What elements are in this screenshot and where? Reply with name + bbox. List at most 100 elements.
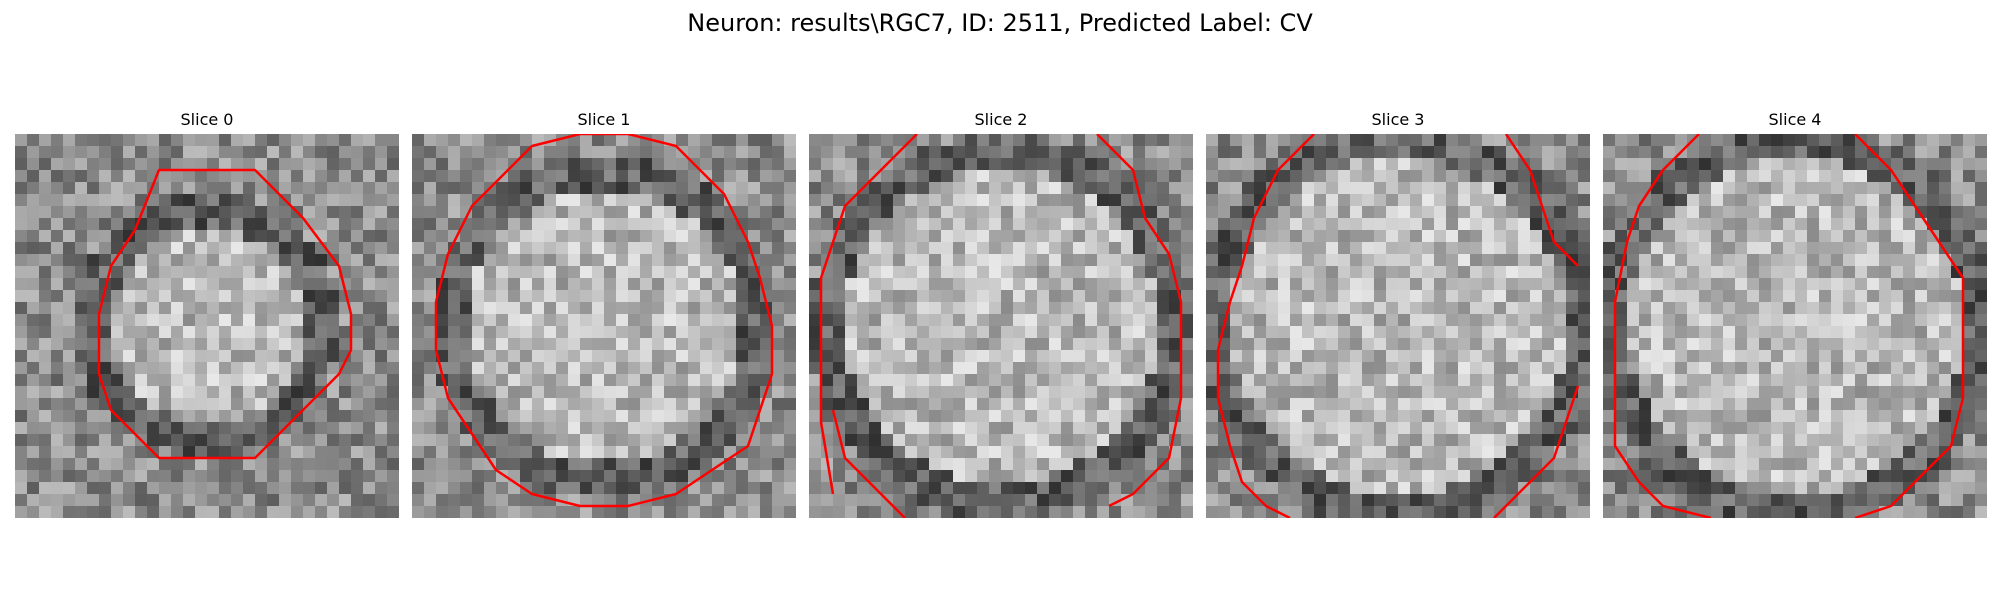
image-pixel bbox=[1386, 422, 1399, 435]
image-pixel bbox=[1530, 482, 1543, 495]
image-pixel bbox=[1254, 134, 1267, 147]
image-pixel bbox=[267, 158, 280, 171]
image-pixel bbox=[905, 278, 918, 291]
image-pixel bbox=[1121, 170, 1134, 183]
image-pixel bbox=[1807, 266, 1820, 279]
image-pixel bbox=[1025, 230, 1038, 243]
image-pixel bbox=[676, 170, 689, 183]
image-pixel bbox=[1915, 134, 1928, 147]
image-pixel bbox=[1278, 170, 1291, 183]
image-pixel bbox=[1302, 158, 1315, 171]
image-pixel bbox=[604, 386, 617, 399]
image-pixel bbox=[989, 170, 1002, 183]
image-pixel bbox=[821, 482, 834, 495]
image-pixel bbox=[989, 278, 1002, 291]
image-pixel bbox=[676, 230, 689, 243]
image-pixel bbox=[243, 374, 256, 387]
image-pixel bbox=[953, 374, 966, 387]
image-pixel bbox=[616, 434, 629, 447]
image-pixel bbox=[1061, 494, 1074, 507]
image-pixel bbox=[1771, 242, 1784, 255]
image-pixel bbox=[1903, 302, 1916, 315]
image-pixel bbox=[363, 182, 376, 195]
image-pixel bbox=[1386, 482, 1399, 495]
image-pixel bbox=[99, 350, 112, 363]
image-pixel bbox=[15, 458, 28, 471]
image-pixel bbox=[363, 242, 376, 255]
image-pixel bbox=[784, 230, 796, 243]
image-pixel bbox=[712, 362, 725, 375]
image-pixel bbox=[688, 206, 701, 219]
image-pixel bbox=[1434, 506, 1447, 518]
image-pixel bbox=[472, 182, 485, 195]
image-pixel bbox=[1711, 302, 1724, 315]
image-pixel bbox=[303, 434, 316, 447]
image-pixel bbox=[592, 482, 605, 495]
image-pixel bbox=[1302, 290, 1315, 303]
image-pixel bbox=[1975, 170, 1987, 183]
image-pixel bbox=[171, 338, 184, 351]
image-pixel bbox=[1542, 290, 1555, 303]
image-pixel bbox=[460, 194, 473, 207]
image-pixel bbox=[520, 230, 533, 243]
image-pixel bbox=[652, 254, 665, 267]
image-pixel bbox=[63, 254, 76, 267]
image-pixel bbox=[1278, 338, 1291, 351]
image-pixel bbox=[1109, 278, 1122, 291]
image-pixel bbox=[1687, 326, 1700, 339]
image-pixel bbox=[1085, 386, 1098, 399]
image-pixel bbox=[448, 290, 461, 303]
image-pixel bbox=[712, 506, 725, 518]
image-pixel bbox=[1663, 314, 1676, 327]
image-pixel bbox=[700, 254, 713, 267]
image-pixel bbox=[279, 230, 292, 243]
image-pixel bbox=[1939, 434, 1952, 447]
image-pixel bbox=[87, 230, 100, 243]
image-pixel bbox=[809, 338, 822, 351]
image-pixel bbox=[460, 242, 473, 255]
image-pixel bbox=[279, 398, 292, 411]
image-pixel bbox=[1350, 230, 1363, 243]
image-pixel bbox=[532, 266, 545, 279]
image-pixel bbox=[1013, 134, 1026, 147]
image-pixel bbox=[39, 314, 52, 327]
image-pixel bbox=[51, 482, 64, 495]
image-pixel bbox=[809, 398, 822, 411]
image-pixel bbox=[845, 362, 858, 375]
image-pixel bbox=[1350, 266, 1363, 279]
image-pixel bbox=[159, 446, 172, 459]
image-pixel bbox=[1422, 494, 1435, 507]
image-pixel bbox=[412, 182, 425, 195]
image-pixel bbox=[941, 398, 954, 411]
image-pixel bbox=[1446, 470, 1459, 483]
image-pixel bbox=[1975, 206, 1987, 219]
image-pixel bbox=[652, 206, 665, 219]
image-pixel bbox=[1458, 206, 1471, 219]
image-pixel bbox=[676, 338, 689, 351]
image-pixel bbox=[135, 374, 148, 387]
image-pixel bbox=[1121, 146, 1134, 159]
image-pixel bbox=[1422, 434, 1435, 447]
image-pixel bbox=[1831, 158, 1844, 171]
image-pixel bbox=[712, 422, 725, 435]
image-pixel bbox=[1458, 278, 1471, 291]
image-pixel bbox=[1723, 422, 1736, 435]
image-pixel bbox=[363, 266, 376, 279]
image-pixel bbox=[592, 374, 605, 387]
image-pixel bbox=[1218, 134, 1231, 147]
image-pixel bbox=[1651, 398, 1664, 411]
image-pixel bbox=[412, 158, 425, 171]
image-pixel bbox=[857, 326, 870, 339]
image-pixel bbox=[628, 158, 641, 171]
image-pixel bbox=[1639, 422, 1652, 435]
image-pixel bbox=[1639, 398, 1652, 411]
image-pixel bbox=[1338, 230, 1351, 243]
image-pixel bbox=[676, 266, 689, 279]
image-pixel bbox=[1603, 302, 1616, 315]
image-pixel bbox=[809, 446, 822, 459]
image-pixel bbox=[1506, 230, 1519, 243]
image-pixel bbox=[941, 470, 954, 483]
image-pixel bbox=[1157, 398, 1170, 411]
image-pixel bbox=[1879, 446, 1892, 459]
image-pixel bbox=[1422, 146, 1435, 159]
